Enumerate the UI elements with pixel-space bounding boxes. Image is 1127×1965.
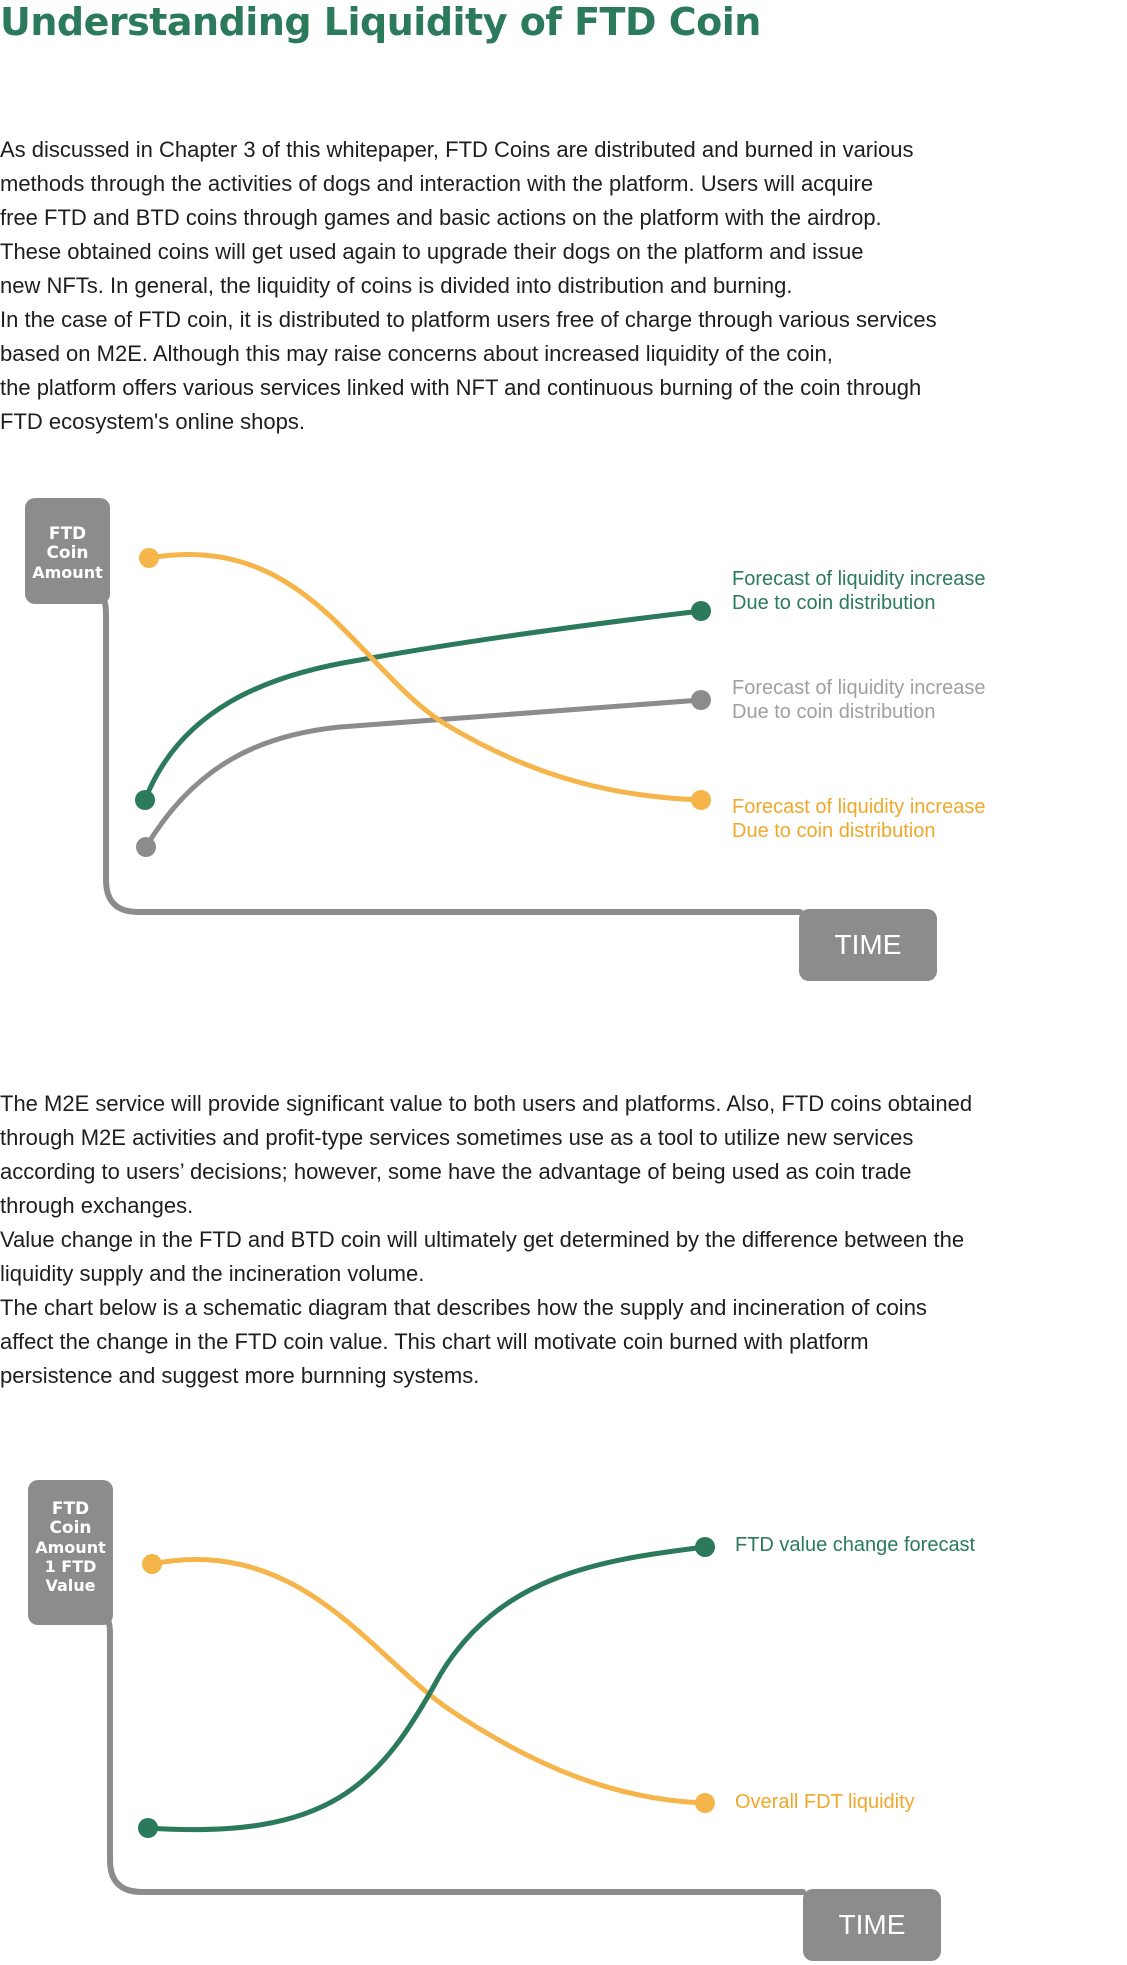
y-axis-label-line: Coin <box>49 1518 92 1538</box>
paragraph-line: according to users’ decisions; however, … <box>0 1159 912 1184</box>
series-point-green-end <box>695 1537 715 1557</box>
paragraph-line: persistence and suggest more burnning sy… <box>0 1363 480 1388</box>
series-label-line: Due to coin distribution <box>732 701 936 723</box>
y-axis-label-line: Value <box>45 1576 96 1595</box>
paragraph-line: based on M2E. Although this may raise co… <box>0 341 833 366</box>
paragraph-line: The M2E service will provide significant… <box>0 1091 973 1116</box>
y-axis-label: FTD Coin Amount 1 FTD Value <box>28 1480 113 1625</box>
value-diagram-svg <box>100 1537 806 1895</box>
series-label-line: Forecast of liquidity increase <box>732 796 986 818</box>
series-line-green <box>145 1544 708 1833</box>
series-point-orange-end <box>691 790 711 810</box>
y-axis-label-line: Amount <box>35 1538 106 1557</box>
paragraph-line: new NFTs. In general, the liquidity of c… <box>0 273 793 298</box>
intro-paragraph: As discussed in Chapter 3 of this whitep… <box>0 133 937 439</box>
m2e-paragraph: The M2E service will provide significant… <box>0 1087 972 1393</box>
series-line-orange <box>149 1557 708 1806</box>
paragraph-line: In the case of FTD coin, it is distribut… <box>0 307 937 332</box>
y-axis-label-line: Coin <box>46 543 89 563</box>
series-label-line: Forecast of liquidity increase <box>732 677 986 699</box>
series-line-green <box>142 608 704 803</box>
series-label-gray: Forecast of liquidity increase Due to co… <box>732 676 985 724</box>
paragraph-line: affect the change in the FTD coin value.… <box>0 1329 869 1354</box>
paragraph-line: FTD ecosystem's online shops. <box>0 409 305 434</box>
series-label-green: Forecast of liquidity increase Due to co… <box>732 567 985 615</box>
series-label-line: Due to coin distribution <box>732 592 936 614</box>
x-axis-label: TIME <box>803 1889 941 1961</box>
liquidity-diagram: FTD Coin Amount TIME Forecast of liquidi… <box>0 495 1127 985</box>
series-point-orange-start <box>139 548 159 568</box>
page-title: Understanding Liquidity of FTD Coin <box>0 0 761 44</box>
y-axis-label-line: Amount <box>32 563 103 582</box>
series-label-orange: Overall FDT liquidity <box>735 1791 915 1813</box>
series-label-green: FTD value change forecast <box>735 1534 976 1556</box>
series-point-green-end <box>691 601 711 621</box>
series-label-line: Forecast of liquidity increase <box>732 568 986 590</box>
series-point-green-start <box>138 1818 158 1838</box>
series-point-orange-start <box>142 1554 162 1574</box>
y-axis-label-line: FTD <box>48 524 87 544</box>
series-point-gray-start <box>136 837 156 857</box>
liquidity-diagram-svg <box>96 548 803 915</box>
paragraph-line: The chart below is a schematic diagram t… <box>0 1295 927 1320</box>
paragraph-line: through exchanges. <box>0 1193 194 1218</box>
paragraph-line: methods through the activities of dogs a… <box>0 171 874 196</box>
value-diagram: FTD Coin Amount 1 FTD Value TIME FTD val… <box>0 1475 1127 1965</box>
paragraph-line: free FTD and BTD coins through games and… <box>0 205 882 230</box>
series-line-gray <box>143 697 704 850</box>
paragraph-line: These obtained coins will get used again… <box>0 239 864 264</box>
x-axis-label: TIME <box>799 909 937 981</box>
paragraph-line: through M2E activities and profit-type s… <box>0 1125 914 1150</box>
paragraph-line: Value change in the FTD and BTD coin wil… <box>0 1227 965 1252</box>
series-label-orange: Forecast of liquidity increase Due to co… <box>732 795 985 843</box>
paragraph-line: As discussed in Chapter 3 of this whitep… <box>0 137 914 162</box>
series-point-green-start <box>135 790 155 810</box>
series-line-orange <box>146 551 704 803</box>
y-axis-label-line: FTD <box>51 1499 90 1519</box>
series-point-gray-end <box>691 690 711 710</box>
y-axis-label-line: 1 FTD <box>44 1557 97 1576</box>
paragraph-line: the platform offers various services lin… <box>0 375 922 400</box>
y-axis-label: FTD Coin Amount <box>25 498 110 604</box>
series-label-line: Due to coin distribution <box>732 820 936 842</box>
paragraph-line: liquidity supply and the incineration vo… <box>0 1261 425 1286</box>
series-point-orange-end <box>695 1793 715 1813</box>
